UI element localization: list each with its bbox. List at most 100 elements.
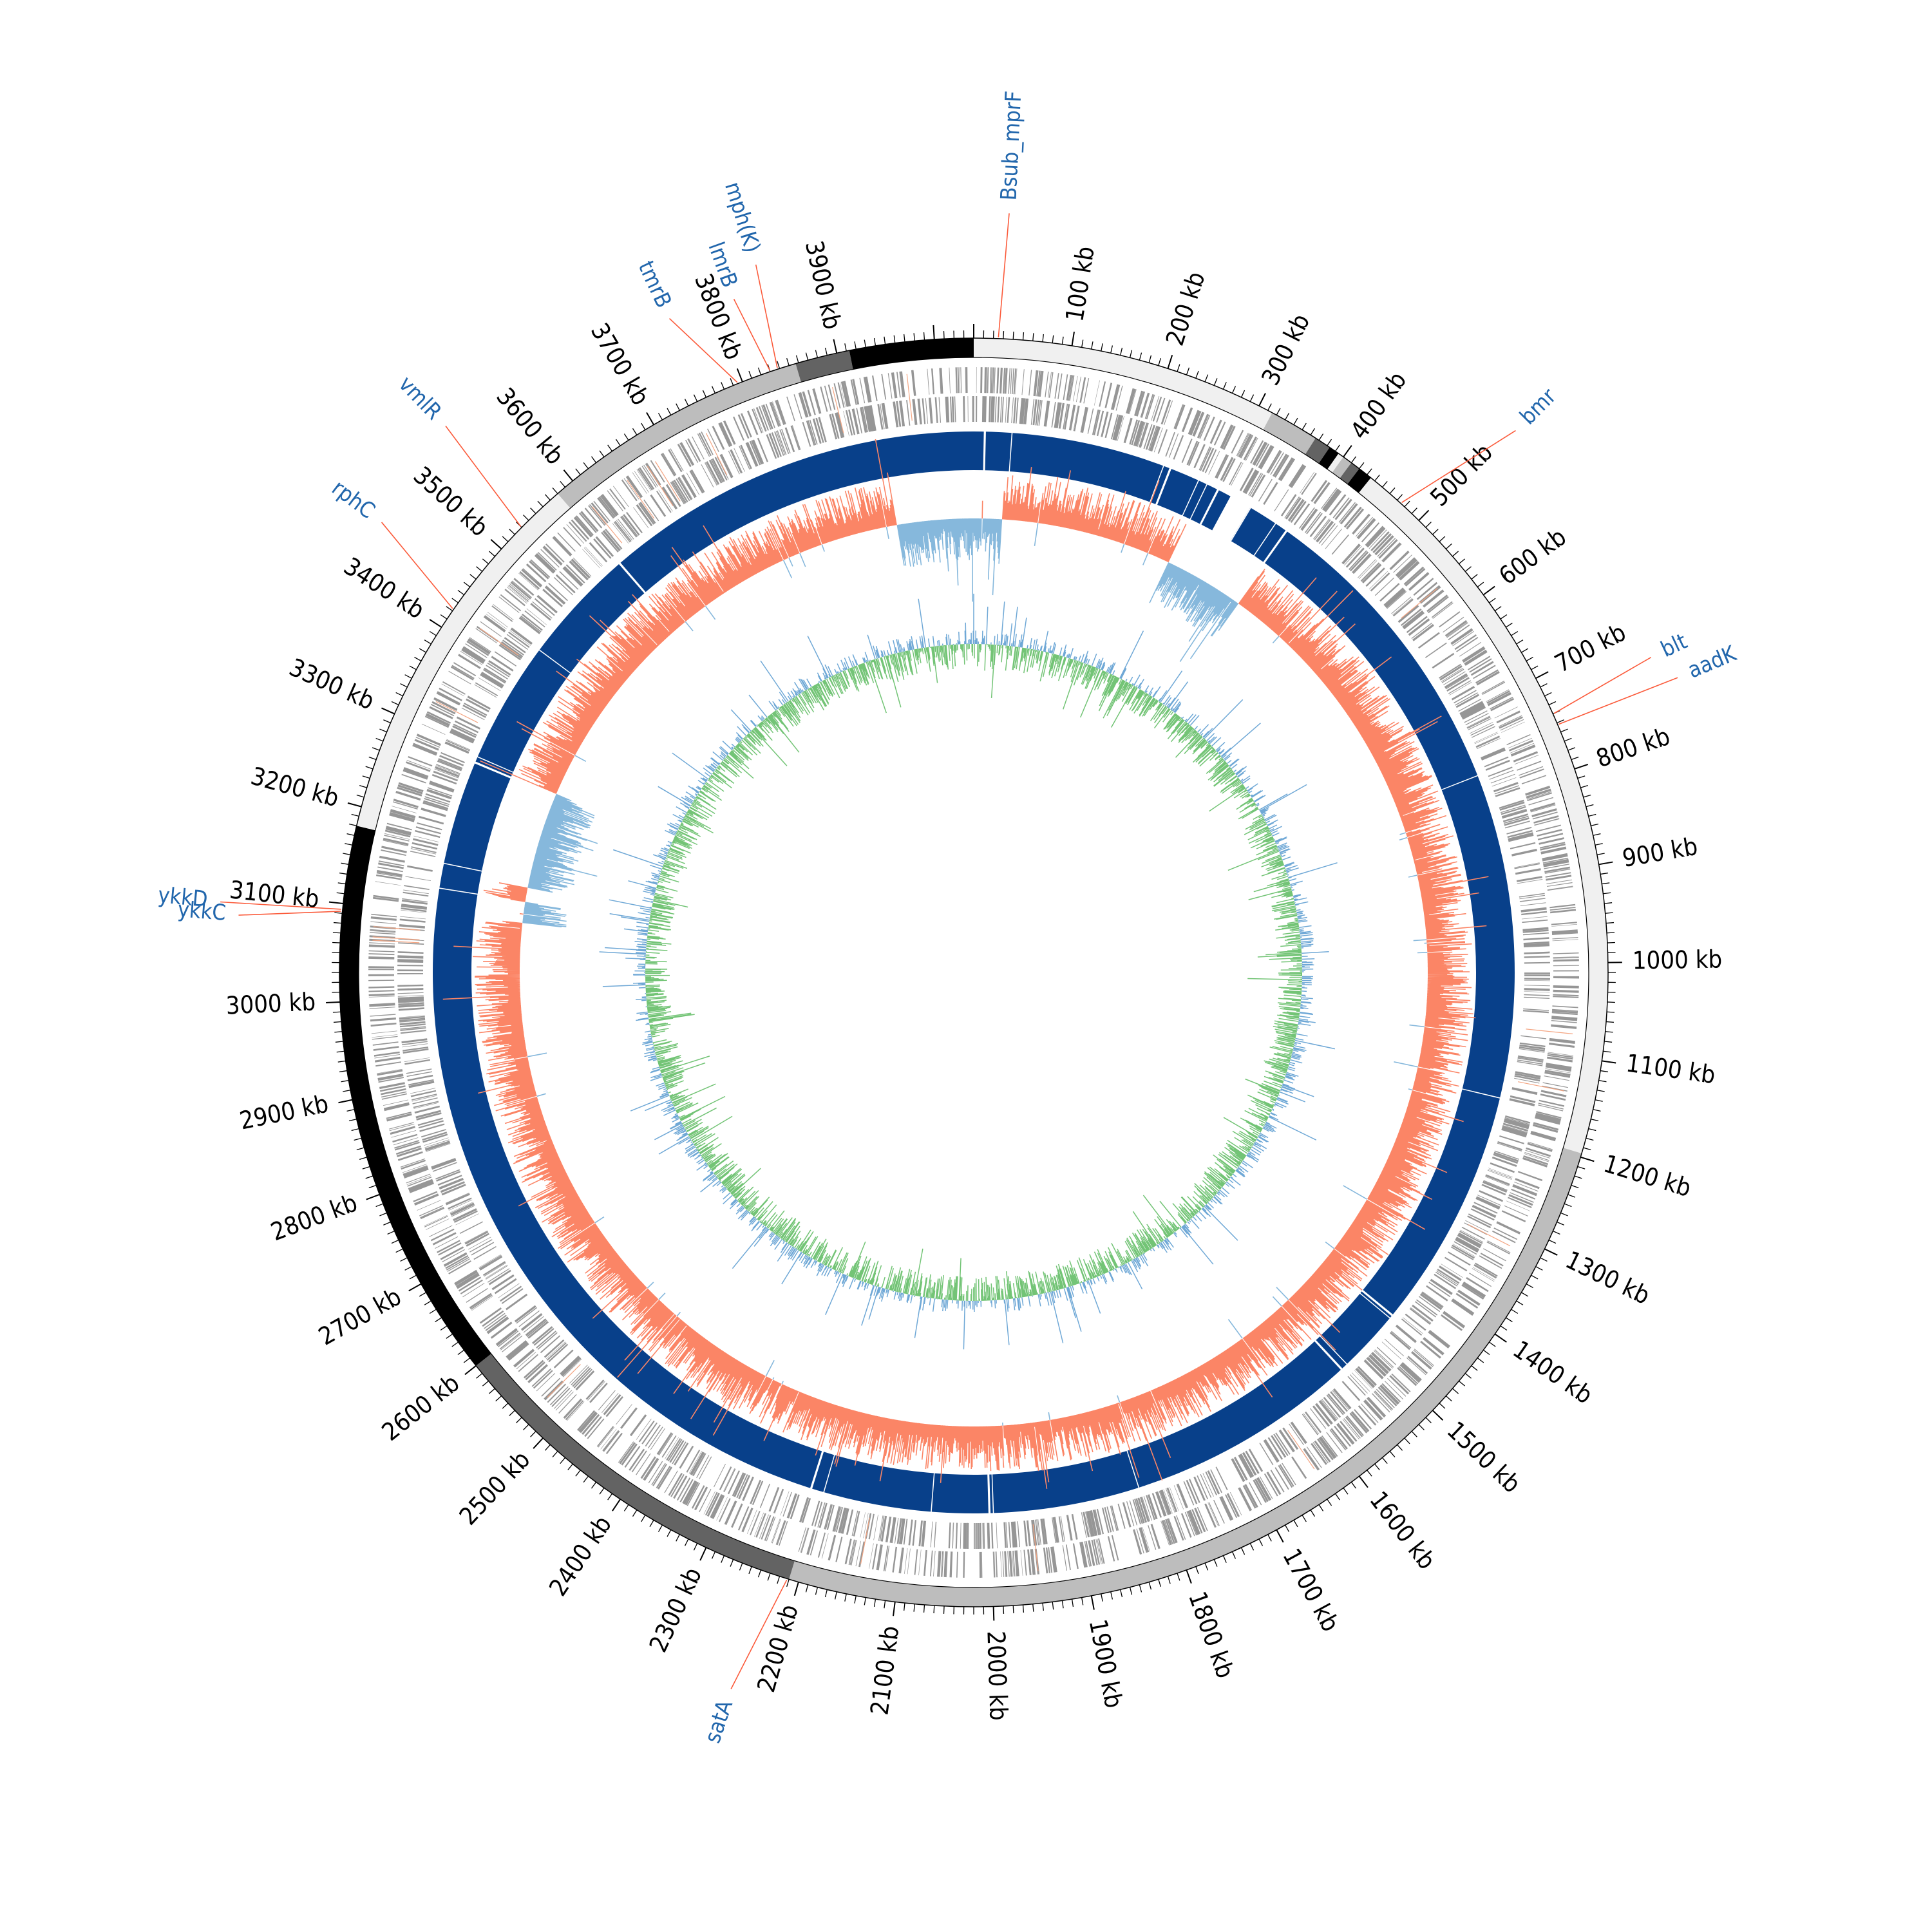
minor-tick: [1334, 444, 1340, 452]
scale-label: 3900 kb: [800, 238, 847, 332]
skew-negative: [645, 643, 1303, 1302]
minor-tick: [1571, 1184, 1579, 1189]
major-tick: [1580, 1156, 1595, 1162]
minor-tick: [1404, 500, 1410, 507]
minor-tick: [341, 1080, 349, 1083]
minor-tick: [684, 1539, 689, 1546]
minor-tick: [641, 1515, 646, 1522]
blue-gap: [1230, 507, 1252, 542]
segment-5: [1332, 457, 1352, 478]
minor-tick: [1464, 1373, 1472, 1379]
major-tick: [1535, 671, 1549, 679]
minor-tick: [1012, 1605, 1014, 1614]
minor-tick: [351, 813, 359, 817]
scale-label: 600 kb: [1493, 522, 1571, 590]
major-tick: [408, 1283, 422, 1292]
major-tick: [1358, 1475, 1368, 1488]
minor-tick: [1003, 331, 1005, 339]
minor-tick: [1588, 1128, 1596, 1132]
minor-tick: [1574, 1175, 1582, 1179]
segment-4: [1327, 453, 1343, 473]
minor-tick: [523, 1424, 529, 1430]
minor-tick: [1544, 692, 1552, 697]
minor-tick: [379, 728, 387, 733]
blue-gap: [1441, 775, 1479, 791]
minor-tick: [815, 350, 819, 358]
minor-tick: [844, 1593, 847, 1602]
gene-leader-line: [220, 901, 341, 910]
major-tick: [1090, 1595, 1095, 1610]
minor-tick: [676, 1534, 680, 1542]
scale-label: 3600 kb: [491, 383, 569, 470]
minor-tick: [362, 1166, 370, 1170]
segment-2: [1305, 438, 1330, 464]
minor-tick: [1531, 1274, 1539, 1280]
minor-tick: [1583, 794, 1591, 798]
minor-tick: [346, 1109, 355, 1112]
minor-tick: [424, 1300, 431, 1305]
minor-tick: [1500, 1325, 1508, 1331]
minor-tick: [757, 367, 762, 375]
minor-tick: [1591, 823, 1599, 826]
minor-tick: [1591, 1119, 1599, 1122]
segment-14: [795, 350, 853, 383]
minor-tick: [1494, 606, 1502, 612]
minor-tick: [391, 701, 399, 706]
major-tick: [699, 1547, 707, 1561]
minor-tick: [346, 833, 355, 836]
minor-tick: [1318, 433, 1324, 440]
minor-tick: [1418, 1424, 1425, 1430]
minor-tick: [786, 358, 790, 366]
minor-tick: [429, 630, 437, 636]
blue-gap: [991, 1473, 994, 1514]
minor-tick: [1061, 336, 1064, 345]
minor-tick: [786, 1579, 790, 1587]
scale-label: 1400 kb: [1508, 1335, 1598, 1410]
gc-skew-ring: [599, 593, 1338, 1350]
minor-tick: [523, 515, 529, 521]
minor-tick: [693, 1543, 698, 1551]
minor-tick: [873, 337, 876, 346]
minor-tick: [383, 719, 391, 724]
segment-1: [1263, 412, 1316, 455]
minor-tick: [404, 674, 412, 679]
minor-tick: [1483, 1349, 1490, 1356]
minor-tick: [1489, 1341, 1496, 1347]
minor-tick: [676, 403, 680, 411]
scale-label: 2500 kb: [454, 1445, 536, 1530]
minor-tick: [1374, 1463, 1380, 1470]
minor-tick: [805, 1584, 809, 1593]
minor-tick: [649, 1520, 654, 1528]
minor-tick: [1471, 574, 1478, 580]
blue-gap: [810, 1450, 824, 1490]
blue-gap: [1189, 483, 1208, 520]
features-ring: [368, 367, 1579, 1578]
minor-tick: [1588, 813, 1596, 817]
gene-leader-line: [668, 317, 738, 383]
minor-tick: [711, 1551, 716, 1559]
minor-tick: [1425, 1417, 1432, 1423]
minor-tick: [560, 1457, 566, 1464]
minor-tick: [1204, 1562, 1209, 1571]
minor-tick: [943, 331, 945, 339]
minor-tick: [400, 1257, 408, 1262]
minor-tick: [419, 648, 426, 653]
minor-tick: [502, 1403, 509, 1409]
blue-gap: [1126, 1450, 1140, 1489]
blue-gap: [1263, 529, 1288, 564]
minor-tick: [1564, 1203, 1572, 1208]
minor-tick: [337, 1060, 346, 1063]
minor-tick: [1439, 536, 1446, 542]
scale-label: 200 kb: [1160, 269, 1211, 349]
skew-positive: [599, 593, 1338, 1350]
minor-tick: [583, 1475, 589, 1483]
minor-tick: [1603, 1050, 1611, 1053]
major-tick: [347, 802, 362, 808]
feature-track-inner: [397, 396, 1550, 1549]
scale-label: 300 kb: [1256, 309, 1315, 390]
scale-label: 1700 kb: [1277, 1544, 1345, 1636]
scale-label: 100 kb: [1060, 244, 1100, 323]
minor-tick: [599, 1488, 605, 1495]
major-tick: [366, 1193, 380, 1200]
blue-gap: [1253, 522, 1276, 556]
